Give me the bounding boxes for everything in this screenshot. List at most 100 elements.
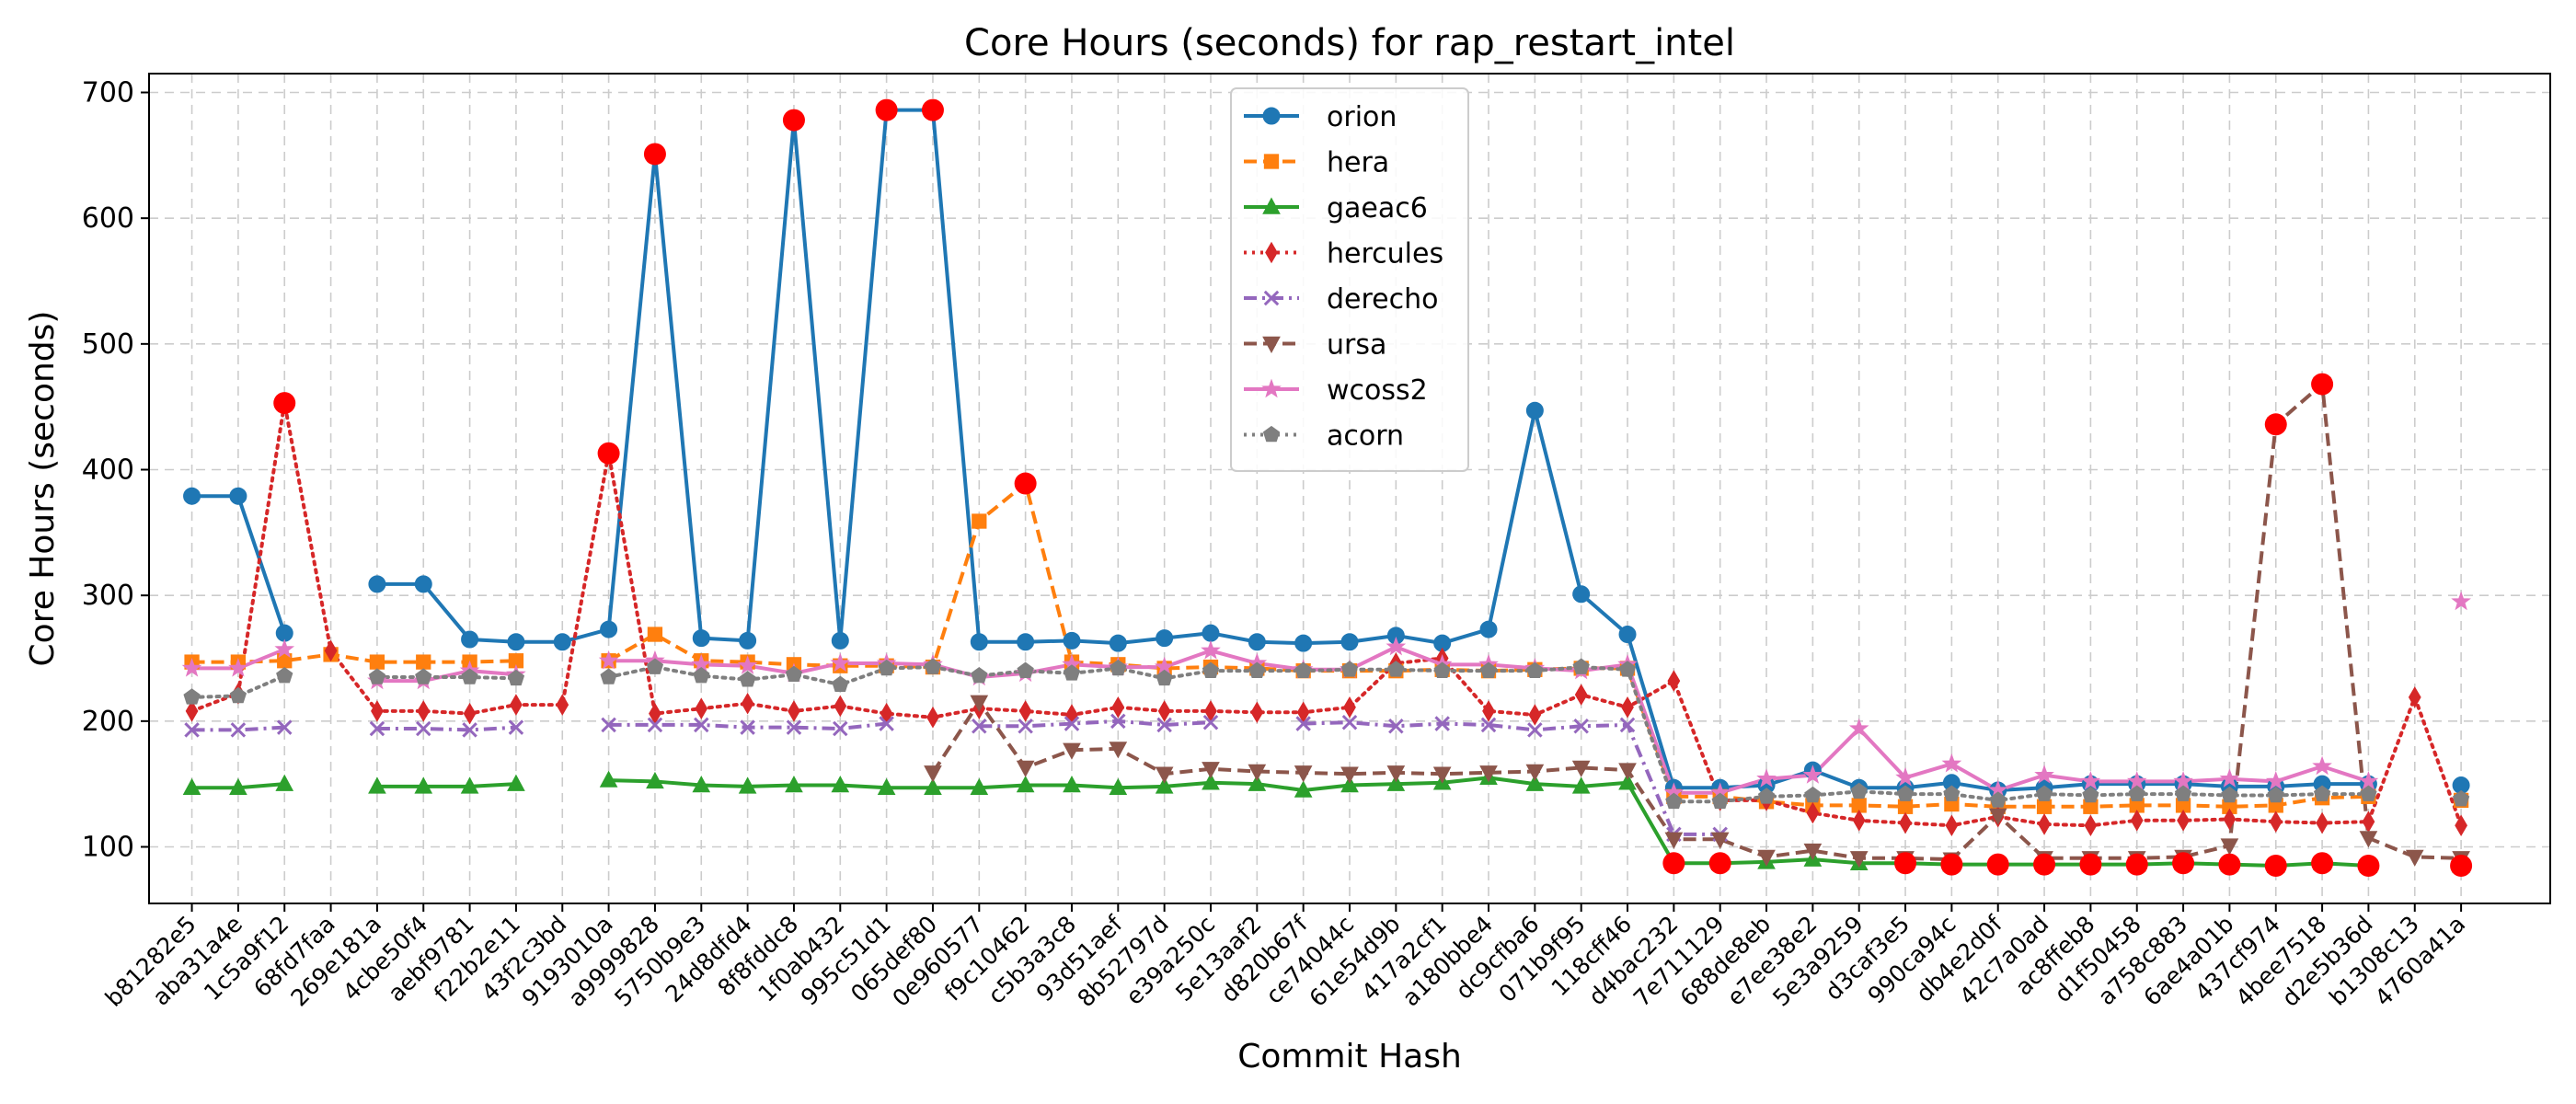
data-point-orion bbox=[1202, 624, 1220, 642]
data-point-hercules bbox=[185, 700, 199, 722]
data-point-hercules bbox=[788, 700, 800, 722]
data-point-gaeac6 bbox=[1016, 776, 1035, 793]
data-point-acorn bbox=[2313, 785, 2331, 801]
data-point-hercules bbox=[2316, 811, 2329, 834]
data-point-acorn bbox=[1665, 792, 1683, 810]
data-point-acorn bbox=[368, 668, 386, 684]
data-point-hera bbox=[1897, 799, 1914, 814]
data-point-hercules bbox=[2177, 810, 2190, 832]
outlier-point-gaeac6 bbox=[1894, 852, 1917, 875]
data-point-hercules bbox=[2455, 814, 2467, 837]
data-point-orion bbox=[1109, 634, 1127, 652]
data-point-ursa bbox=[1618, 763, 1637, 780]
data-point-ursa bbox=[1988, 808, 2007, 825]
data-point-ursa bbox=[1109, 742, 1128, 759]
data-point-derecho bbox=[1619, 717, 1636, 733]
data-point-orion bbox=[1294, 634, 1313, 652]
outlier-point-hercules bbox=[273, 392, 296, 415]
data-point-acorn bbox=[1804, 786, 1822, 803]
data-point-wcoss2 bbox=[2219, 768, 2240, 788]
outlier-point-gaeac6 bbox=[2264, 855, 2287, 877]
data-point-ursa bbox=[1710, 832, 1730, 849]
data-point-acorn bbox=[600, 668, 617, 684]
data-point-gaeac6 bbox=[1155, 776, 1174, 794]
legend-marker-wcoss2 bbox=[1261, 378, 1282, 398]
data-point-orion bbox=[1572, 585, 1591, 604]
series-line-derecho bbox=[1303, 720, 1720, 836]
data-point-acorn bbox=[2221, 786, 2238, 803]
data-point-orion bbox=[1340, 633, 1359, 651]
data-point-gaeac6 bbox=[1618, 773, 1637, 790]
data-point-wcoss2 bbox=[228, 658, 248, 677]
data-point-gaeac6 bbox=[1571, 776, 1591, 794]
data-point-hercules bbox=[324, 639, 338, 662]
data-point-ursa bbox=[2220, 838, 2239, 856]
data-point-acorn bbox=[1248, 661, 1266, 678]
data-point-gaeac6 bbox=[831, 776, 850, 793]
data-point-ursa bbox=[1063, 742, 1081, 760]
outlier-point-orion bbox=[643, 143, 666, 166]
outlier-point-hera bbox=[1014, 472, 1037, 495]
data-point-hercules bbox=[463, 702, 477, 725]
outlier-point-gaeac6 bbox=[1986, 853, 2009, 876]
data-point-gaeac6 bbox=[1248, 774, 1267, 791]
data-point-gaeac6 bbox=[182, 777, 201, 795]
data-point-orion bbox=[970, 633, 988, 651]
data-point-acorn bbox=[1711, 792, 1729, 810]
data-point-acorn bbox=[1943, 785, 1961, 801]
data-point-ursa bbox=[1803, 843, 1823, 861]
data-point-gaeac6 bbox=[460, 776, 479, 794]
legend: orion hera gaeac6 hercules derecho ursa wcoss2… bbox=[1230, 87, 1469, 472]
data-point-wcoss2 bbox=[181, 658, 202, 677]
data-point-ursa bbox=[1294, 765, 1313, 783]
data-point-ursa bbox=[1016, 760, 1035, 777]
data-point-hercules bbox=[1250, 701, 1264, 724]
data-point-wcoss2 bbox=[274, 638, 295, 659]
data-point-ursa bbox=[2359, 831, 2378, 848]
data-point-orion bbox=[553, 633, 571, 651]
data-point-derecho bbox=[184, 722, 200, 738]
data-point-acorn bbox=[1340, 661, 1359, 677]
data-point-orion bbox=[1618, 626, 1637, 644]
data-point-hercules bbox=[1945, 814, 1959, 837]
data-point-orion bbox=[461, 630, 479, 649]
legend-label-hercules: hercules bbox=[1327, 238, 1443, 270]
y-axis-label: Core Hours (seconds) bbox=[24, 311, 62, 667]
data-point-acorn bbox=[1433, 661, 1451, 678]
data-point-hercules bbox=[1528, 704, 1542, 726]
y-tick-label: 700 bbox=[82, 77, 134, 109]
legend-label-acorn: acorn bbox=[1327, 420, 1404, 453]
data-point-hercules bbox=[2269, 811, 2283, 833]
outlier-point-gaeac6 bbox=[1708, 852, 1731, 875]
legend-marker-ursa bbox=[1262, 336, 1281, 354]
data-point-derecho bbox=[647, 717, 663, 733]
data-point-orion bbox=[692, 629, 710, 648]
data-point-ursa bbox=[1479, 765, 1498, 783]
data-point-derecho bbox=[1295, 716, 1311, 731]
series-line-ursa bbox=[931, 382, 2462, 862]
data-point-gaeac6 bbox=[1109, 777, 1128, 795]
data-point-wcoss2 bbox=[2312, 755, 2332, 776]
data-point-derecho bbox=[1527, 722, 1543, 738]
series-line-acorn bbox=[374, 675, 518, 681]
legend-box bbox=[1230, 87, 1469, 472]
data-point-orion bbox=[183, 487, 201, 505]
data-point-acorn bbox=[415, 668, 432, 684]
data-point-gaeac6 bbox=[924, 777, 942, 795]
data-point-acorn bbox=[1526, 661, 1544, 678]
data-point-acorn bbox=[1989, 791, 2007, 808]
data-point-hercules bbox=[1111, 696, 1125, 719]
data-point-hera bbox=[972, 513, 987, 529]
data-point-orion bbox=[600, 620, 618, 638]
data-point-hercules bbox=[556, 694, 569, 716]
data-point-acorn bbox=[2360, 785, 2377, 801]
data-point-wcoss2 bbox=[1386, 636, 1407, 656]
data-point-ursa bbox=[1664, 832, 1684, 849]
data-point-orion bbox=[1156, 629, 1174, 648]
legend-marker-orion bbox=[1262, 107, 1281, 125]
data-point-wcoss2 bbox=[2265, 771, 2286, 790]
data-point-acorn bbox=[1110, 659, 1127, 676]
outlier-point-gaeac6 bbox=[2450, 855, 2473, 877]
y-tick-label: 600 bbox=[82, 202, 134, 235]
data-point-acorn bbox=[1757, 788, 1776, 804]
